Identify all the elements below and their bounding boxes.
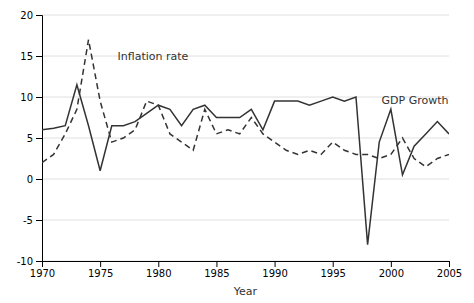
tick: 1990 <box>262 261 287 279</box>
chart: 1970 1975 1980 1985 1990 1995 2000 2005 -10 -5 0 5 1… <box>0 0 474 303</box>
tick-label: 1980 <box>146 268 171 279</box>
tick-label: 10 <box>20 92 33 103</box>
grid <box>42 15 449 261</box>
tick-label: 1970 <box>30 268 55 279</box>
series-line <box>42 40 449 167</box>
tick: 1980 <box>146 261 171 279</box>
tick-mark <box>36 220 42 221</box>
tick: 1995 <box>320 261 345 279</box>
grid-line <box>42 179 449 180</box>
tick-label: 1985 <box>204 268 229 279</box>
tick-mark <box>216 261 217 267</box>
plot-area: 1970 1975 1980 1985 1990 1995 2000 2005 -10 -5 0 5 1… <box>17 10 463 279</box>
tick: 0 <box>27 174 42 185</box>
grid-line <box>42 220 449 221</box>
tick-label: -5 <box>23 215 33 226</box>
tick: 1975 <box>88 261 113 279</box>
tick-mark <box>36 97 42 98</box>
axis-line <box>43 262 450 268</box>
tick-mark <box>275 261 276 267</box>
tick-mark <box>36 179 42 180</box>
tick: 15 <box>20 51 42 62</box>
grid-line <box>42 56 449 57</box>
tick-mark <box>36 56 42 57</box>
tick-label: 5 <box>27 133 33 144</box>
tick-label: -10 <box>17 256 33 267</box>
tick-label: 1975 <box>88 268 113 279</box>
tick: 5 <box>27 133 42 144</box>
tick-label: 2000 <box>379 268 404 279</box>
tick: 1970 <box>30 261 55 279</box>
lines <box>42 40 449 245</box>
grid-line <box>42 15 449 16</box>
tick-label: 1990 <box>262 268 287 279</box>
tick: 2005 <box>437 261 462 279</box>
tick: -5 <box>23 215 42 226</box>
tick-label: 20 <box>20 10 33 21</box>
series-line <box>42 85 449 245</box>
axis-line <box>36 16 43 262</box>
x-axis-title: Year <box>233 285 258 298</box>
tick-mark <box>100 261 101 267</box>
tick-mark <box>36 15 42 16</box>
x-axis: 1970 1975 1980 1985 1990 1995 2000 2005 <box>30 261 462 279</box>
tick-label: 2005 <box>437 268 462 279</box>
tick-mark <box>36 261 42 262</box>
tick: 1985 <box>204 261 229 279</box>
tick: 2000 <box>379 261 404 279</box>
tick-label: 0 <box>27 174 33 185</box>
tick-mark <box>158 261 159 267</box>
grid-line <box>42 138 449 139</box>
annotations: Inflation rate GDP Growth <box>118 50 449 106</box>
tick-mark <box>36 138 42 139</box>
tick-mark <box>391 261 392 267</box>
y-axis: -10 -5 0 5 10 15 20 <box>17 10 43 267</box>
tick-mark <box>449 261 450 267</box>
annotation: GDP Growth <box>382 94 449 107</box>
tick: 10 <box>20 92 42 103</box>
tick-label: 15 <box>20 51 33 62</box>
tick: -10 <box>17 256 42 267</box>
tick: 20 <box>20 10 42 21</box>
tick-label: 1995 <box>320 268 345 279</box>
annotation: Inflation rate <box>118 50 189 63</box>
tick-mark <box>333 261 334 267</box>
